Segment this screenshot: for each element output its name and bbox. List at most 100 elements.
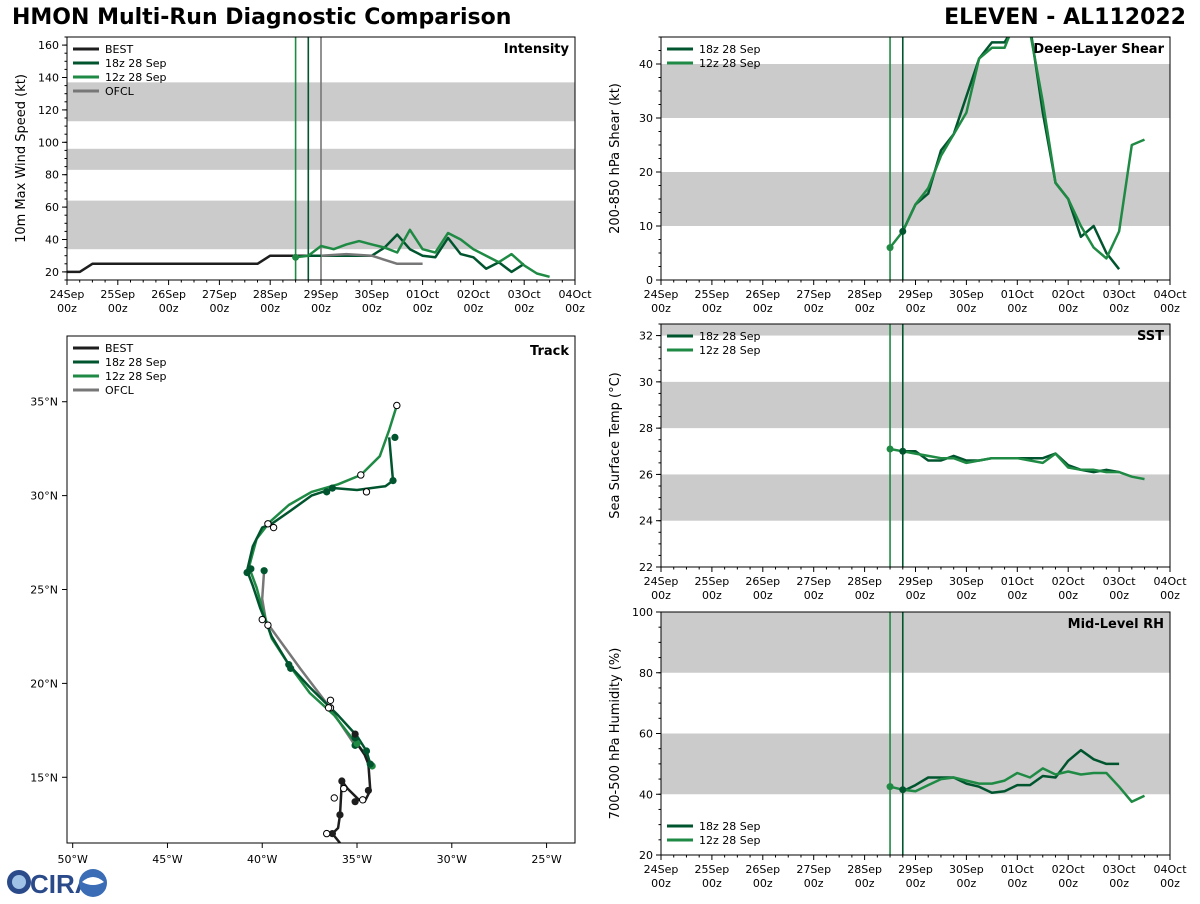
shear-xtick-label: 28Sep [847, 288, 882, 301]
intensity-xtick-label: 30Sep [354, 288, 389, 301]
shear-series-12z [889, 37, 1145, 260]
intensity-xtick-label: 04Oct [558, 288, 592, 301]
rh-ytick-label: 20 [639, 849, 653, 862]
rh-xtick-label-hour: 00z [651, 877, 671, 890]
track-point-18z [366, 760, 374, 768]
track-xtick-label: 40°W [247, 853, 277, 866]
shear-band-1 [661, 64, 1170, 118]
shear-marker-18z [899, 227, 907, 235]
track-ytick-label: 35°N [30, 396, 58, 409]
shear-xtick-label: 03Oct [1103, 288, 1137, 301]
intensity-xtick-label: 24Sep [50, 288, 85, 301]
shear-xtick-label-hour: 00z [1160, 302, 1180, 315]
rh-ylabel: 700-500 hPa Humidity (%) [608, 648, 623, 820]
track-point-open-12z [357, 471, 365, 479]
shear-xtick-label: 27Sep [796, 288, 831, 301]
shear-xtick-label: 24Sep [644, 288, 679, 301]
cira-logo: CIRA [4, 866, 108, 900]
track-point-18z [328, 484, 336, 492]
track-point-open-BEST [340, 784, 348, 793]
shear-xtick-label-hour: 00z [753, 302, 773, 315]
shear-xtick-label: 25Sep [695, 288, 730, 301]
intensity-xtick-label-hour: 00z [514, 302, 534, 315]
intensity-series-12z [295, 228, 550, 279]
rh-series-18z [902, 748, 1120, 794]
shear-ytick-label: 30 [639, 112, 653, 125]
intensity-ytick-label: 40 [45, 234, 59, 247]
track-legend-label: OFCL [105, 384, 135, 397]
track-panel-title: Track [530, 344, 569, 359]
intensity-series-BEST [67, 254, 309, 274]
intensity-series-18z [308, 233, 525, 274]
sst-ytick-label: 26 [639, 468, 653, 481]
shear-marker-12z [886, 244, 894, 252]
intensity-ytick-label: 80 [45, 169, 59, 182]
sst-xtick-label-hour: 00z [1007, 589, 1027, 602]
sst-panel-title: SST [1137, 329, 1164, 344]
sst-xtick-label: 27Sep [796, 575, 831, 588]
track-point-open-18z [326, 696, 335, 704]
rh-xtick-label-hour: 00z [906, 877, 926, 890]
track-point-18z [323, 488, 331, 496]
track-point-open-BEST [330, 794, 338, 802]
shear-legend-label: 18z 28 Sep [699, 43, 761, 56]
shear-legend-label: 12z 28 Sep [699, 57, 761, 70]
intensity-marker-12z [292, 253, 300, 261]
shear-ytick-label: 0 [646, 274, 653, 287]
track-ytick-label: 25°N [30, 584, 58, 597]
rh-marker-12z [886, 783, 894, 791]
track-point-18z [362, 747, 371, 755]
rh-marker-18z [899, 786, 907, 794]
intensity-xtick-label: 26Sep [151, 288, 186, 301]
intensity-xtick-label-hour: 00z [260, 302, 280, 315]
shear-xtick-label-hour: 00z [804, 302, 824, 315]
track-point-BEST [351, 798, 359, 806]
shear-xtick-label-hour: 00z [906, 302, 926, 315]
intensity-ytick-label: 20 [45, 266, 59, 279]
rh-xtick-label: 27Sep [796, 863, 831, 876]
sst-xtick-label-hour: 00z [651, 589, 671, 602]
intensity-panel-title: Intensity [504, 42, 570, 57]
track-xtick-label: 45°W [152, 853, 182, 866]
sst-xtick-label: 25Sep [695, 575, 730, 588]
intensity-ytick-label: 160 [38, 39, 59, 52]
shear-xtick-label: 04Oct [1153, 288, 1187, 301]
intensity-series-OFCL [320, 252, 423, 266]
sst-xtick-label: 04Oct [1153, 575, 1187, 588]
track-ytick-label: 30°N [30, 490, 58, 503]
intensity-xtick-label: 25Sep [100, 288, 135, 301]
shear-ytick-label: 10 [639, 220, 653, 233]
intensity-xtick-label: 27Sep [202, 288, 237, 301]
intensity-xtick-label-hour: 00z [159, 302, 179, 315]
intensity-xtick-label-hour: 00z [108, 302, 128, 315]
track-point-open-BEST [322, 829, 331, 838]
shear-xtick-label-hour: 00z [957, 302, 977, 315]
intensity-xtick-label: 02Oct [457, 288, 491, 301]
track-xtick-label: 30°W [437, 853, 467, 866]
sst-xtick-label-hour: 00z [753, 589, 773, 602]
intensity-xtick-label-hour: 00z [413, 302, 433, 315]
rh-ytick-label: 40 [639, 788, 653, 801]
sst-marker-18z [899, 447, 907, 455]
rh-xtick-label: 03Oct [1103, 863, 1137, 876]
sst-xtick-label: 26Sep [745, 575, 780, 588]
shear-xtick-label-hour: 00z [1007, 302, 1027, 315]
rh-xtick-label: 30Sep [949, 863, 984, 876]
shear-xtick-label-hour: 00z [1109, 302, 1129, 315]
sst-frame [660, 323, 1171, 568]
rh-series-12z [889, 767, 1146, 804]
rh-xtick-label: 01Oct [1001, 863, 1035, 876]
intensity-xtick-label: 29Sep [304, 288, 339, 301]
rh-xtick-label: 29Sep [898, 863, 933, 876]
track-point-18z [287, 664, 295, 672]
sst-xtick-label: 01Oct [1001, 575, 1035, 588]
intensity-xtick-label-hour: 00z [565, 302, 585, 315]
sst-ytick-label: 32 [639, 330, 653, 343]
track-point-open-18z [324, 704, 333, 712]
rh-xtick-label: 04Oct [1153, 863, 1187, 876]
track-series-18z [245, 437, 395, 765]
shear-band-0 [661, 172, 1170, 226]
track-xtick-label: 50°W [57, 853, 87, 866]
shear-xtick-label: 26Sep [745, 288, 780, 301]
intensity-xtick-label-hour: 00z [464, 302, 484, 315]
